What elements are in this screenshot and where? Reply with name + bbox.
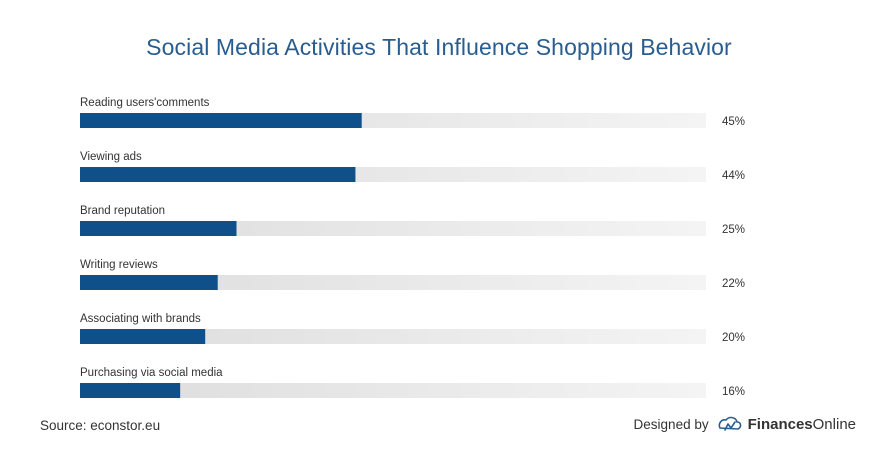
bar	[80, 113, 362, 128]
bar-label: Writing reviews	[80, 259, 158, 271]
brand-name: FinancesOnline	[748, 416, 856, 433]
brand-name-rest: Online	[812, 415, 856, 433]
bar	[80, 221, 237, 236]
bar-label: Brand reputation	[80, 205, 165, 217]
brand-name-bold: Finances	[747, 415, 813, 433]
bar	[80, 329, 206, 344]
bar-label: Associating with brands	[80, 313, 201, 325]
bar	[80, 275, 218, 290]
bar-value-label: 45%	[722, 116, 745, 128]
bars-group: Reading users'comments 45% Viewing ads 44% B…	[80, 97, 745, 398]
bar-value-label: 25%	[722, 224, 745, 236]
bar-track	[80, 383, 706, 398]
designed-by-credit[interactable]: Designed by FinancesOnline	[634, 414, 856, 434]
bar-track	[80, 275, 706, 290]
finances-online-logo-icon	[718, 416, 741, 431]
bar-track	[80, 329, 706, 344]
source-note: Source: econstor.eu	[40, 418, 161, 433]
bar	[80, 383, 181, 398]
designed-by-label: Designed by	[633, 416, 709, 432]
bar-value-label: 22%	[722, 278, 745, 290]
bar	[80, 167, 356, 182]
bar-value-label: 44%	[722, 170, 745, 182]
bar-label: Viewing ads	[80, 151, 142, 163]
chart-title: Social Media Activities That Influence S…	[146, 34, 732, 60]
bar-value-label: 20%	[722, 332, 745, 344]
bar-label: Reading users'comments	[80, 97, 210, 109]
bar-label: Purchasing via social media	[80, 367, 223, 379]
bar-value-label: 16%	[722, 386, 745, 398]
